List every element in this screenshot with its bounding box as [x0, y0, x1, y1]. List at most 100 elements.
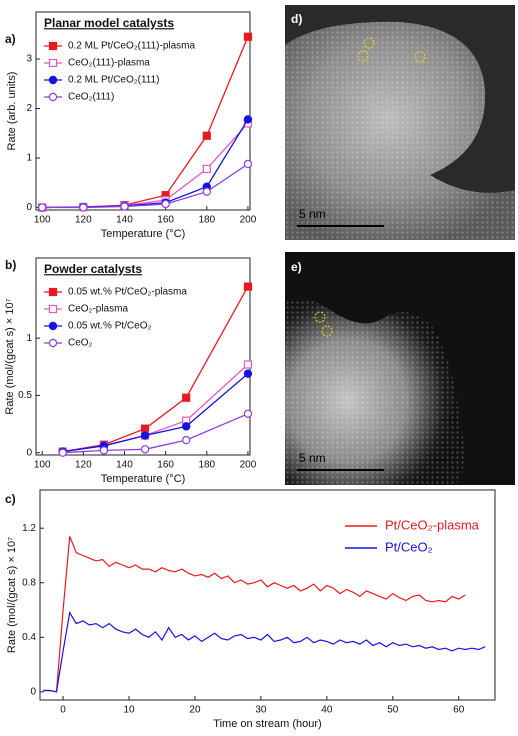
x-tick-label: 160	[157, 215, 174, 226]
x-tick-label: 40	[321, 705, 333, 716]
legend-marker	[48, 92, 58, 102]
x-tick-label: 100	[34, 460, 51, 471]
chart-title: Planar model catalysts	[44, 16, 174, 30]
x-tick-label: 160	[157, 460, 174, 471]
data-point	[243, 282, 253, 291]
panel-label: e)	[291, 260, 302, 274]
scale-bar-label: 5 nm	[299, 207, 326, 221]
x-tick-label: 10	[123, 705, 135, 716]
x-tick-label: 20	[189, 705, 201, 716]
legend-label: Pt/CeO₂-plasma	[385, 517, 480, 532]
legend-label: CeO₂-plasma	[68, 304, 128, 315]
x-tick-label: 120	[75, 215, 92, 226]
panel-label: b)	[5, 258, 16, 272]
marker-circle	[321, 325, 333, 337]
data-point	[243, 115, 253, 124]
data-point	[243, 409, 253, 418]
y-tick-label: 1.2	[22, 523, 36, 534]
y-axis-label: Rate (arb. units)	[6, 72, 18, 151]
y-axis-label: Rate (mol/(gcat s) × 10⁷	[4, 298, 16, 414]
x-tick-label: 140	[116, 460, 133, 471]
series-line	[43, 611, 486, 693]
lattice	[285, 298, 464, 485]
data-point	[58, 448, 67, 457]
y-tick-label: 0.8	[22, 577, 36, 588]
data-point	[161, 199, 170, 209]
series-line	[42, 119, 249, 209]
y-tick-label: 1	[26, 153, 32, 164]
data-point	[79, 203, 88, 212]
x-axis-label: Temperature (°C)	[101, 228, 185, 240]
data-point	[37, 203, 47, 212]
plot-frame	[35, 257, 251, 456]
legend-label: 0.2 ML Pt/CeO₂(111)	[68, 75, 160, 86]
x-axis-label: Temperature (°C)	[101, 473, 185, 485]
data-point	[140, 445, 150, 454]
panel-label: c)	[5, 492, 16, 506]
x-tick-label: 30	[255, 705, 267, 716]
legend-marker	[48, 58, 58, 68]
image-e: e) 5 nm	[285, 252, 515, 485]
legend-label: 0.05 wt.% Pt/CeO₂-plasma	[68, 287, 187, 298]
x-tick-label: 180	[198, 215, 215, 226]
data-point	[202, 187, 211, 196]
y-tick-label: 0	[30, 686, 36, 697]
panel-label: a)	[5, 32, 16, 46]
legend-label: CeO₂	[68, 338, 93, 349]
legend-label: Pt/CeO₂	[385, 539, 433, 554]
x-tick-label: 0	[60, 705, 66, 716]
data-point	[243, 32, 253, 41]
series-line	[62, 373, 249, 453]
data-point	[243, 159, 253, 169]
legend-marker	[48, 287, 58, 297]
y-tick-label: 0.4	[22, 632, 36, 643]
data-point	[140, 424, 150, 433]
lattice	[285, 21, 515, 240]
plot-frame	[35, 11, 251, 211]
data-point	[202, 164, 211, 174]
data-point	[182, 393, 191, 402]
x-axis-label: Time on stream (hour)	[213, 718, 321, 730]
series-line	[43, 536, 466, 693]
y-tick-label: 1	[26, 333, 32, 344]
data-point	[182, 435, 191, 445]
legend-marker	[48, 75, 58, 85]
x-tick-label: 60	[453, 705, 465, 716]
x-tick-label: 140	[116, 215, 133, 226]
legend-label: CeO₂(111)	[68, 92, 114, 103]
chart-title: Powder catalysts	[44, 262, 142, 276]
x-tick-label: 200	[240, 460, 257, 471]
data-point	[243, 369, 253, 378]
data-point	[140, 431, 150, 440]
x-tick-label: 200	[240, 215, 257, 226]
panel-label: d)	[291, 12, 302, 26]
marker-circle	[314, 311, 326, 323]
y-tick-label: 0.5	[18, 390, 32, 401]
legend-label: CeO₂(111)-plasma	[68, 58, 150, 69]
y-tick-label: 2	[26, 103, 32, 114]
legend-marker	[48, 321, 58, 331]
data-point	[202, 131, 211, 140]
data-point	[182, 422, 191, 431]
series-line	[42, 122, 249, 209]
legend-marker	[48, 41, 58, 51]
marker-circle	[414, 51, 426, 63]
legend-marker	[48, 304, 58, 314]
scale-bar-label: 5 nm	[299, 451, 326, 465]
legend-label: 0.05 wt.% Pt/CeO₂	[68, 321, 151, 332]
marker-circle	[357, 50, 369, 62]
y-tick-label: 0	[26, 447, 32, 458]
image-d: d) 5 nm	[285, 5, 515, 240]
marker-circle	[363, 37, 375, 49]
x-tick-label: 100	[34, 215, 51, 226]
x-tick-label: 120	[75, 460, 92, 471]
series-line	[62, 364, 249, 453]
x-tick-label: 50	[387, 705, 399, 716]
x-tick-label: 180	[198, 460, 215, 471]
legend-marker	[48, 338, 58, 348]
y-tick-label: 0	[26, 202, 32, 213]
y-tick-label: 3	[26, 54, 32, 65]
legend-label: 0.2 ML Pt/CeO₂(111)-plasma	[68, 41, 196, 52]
data-point	[243, 360, 253, 369]
